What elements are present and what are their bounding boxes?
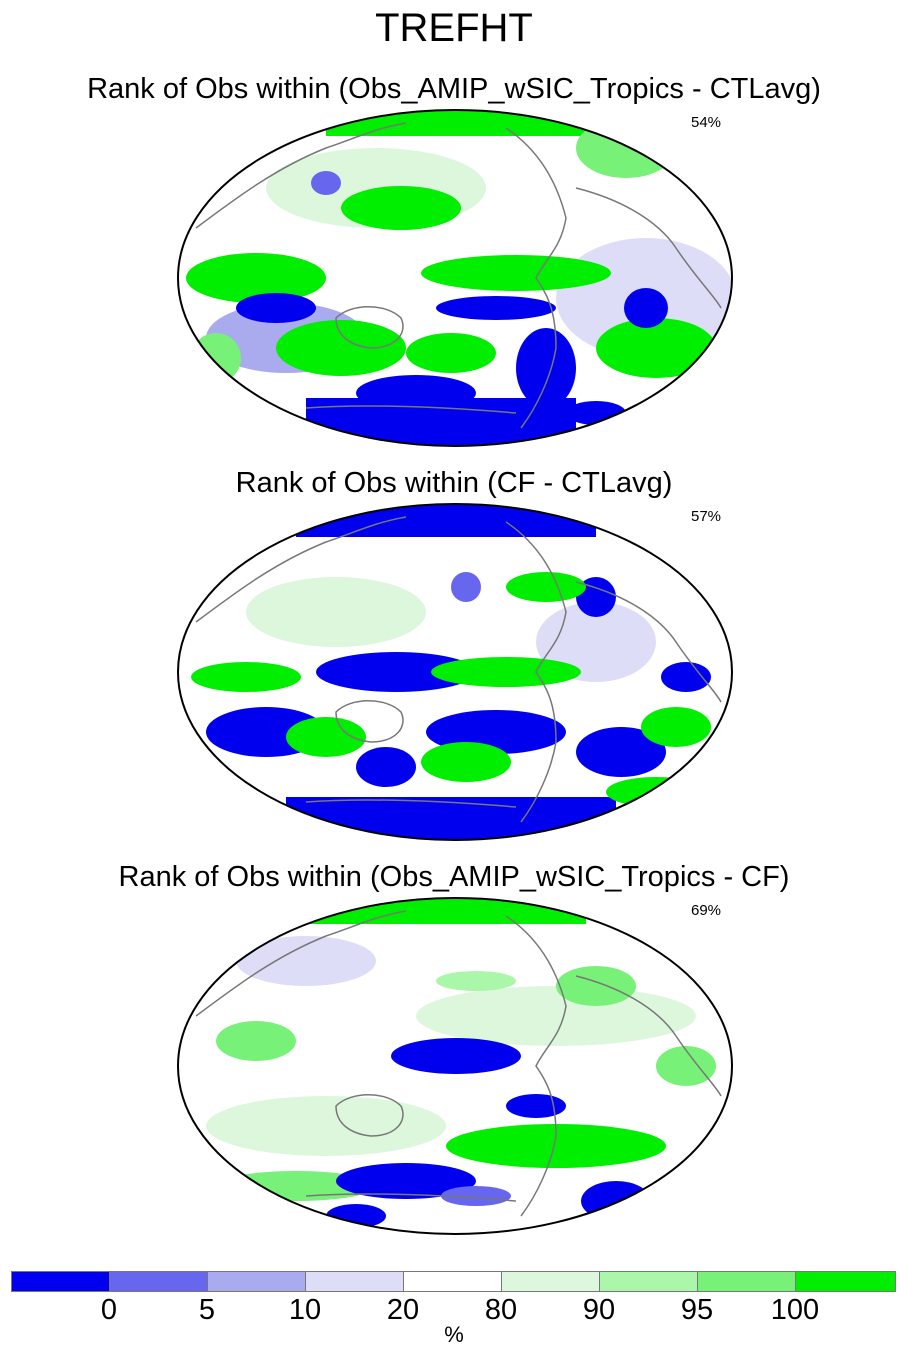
colorbar-box-2: [109, 1271, 208, 1292]
panel-3-percent: 69%: [691, 902, 722, 919]
colorbar-box-1: [11, 1271, 110, 1292]
panel-3-map: [176, 896, 734, 1236]
panel-2-percent: 57%: [691, 508, 722, 525]
colorbar-box-9: [795, 1271, 896, 1292]
panel-2-title: Rank of Obs within (CF - CTLavg): [235, 467, 673, 499]
colorbar-label: 10: [288, 1294, 322, 1326]
colorbar-box-5: [403, 1271, 502, 1292]
colorbar-unit: %: [444, 1322, 464, 1347]
colorbar-box-6: [501, 1271, 600, 1292]
panel-1-percent: 54%: [691, 114, 722, 131]
panel-2-map: [176, 502, 734, 842]
panel-3-title: Rank of Obs within (Obs_AMIP_wSIC_Tropic…: [118, 861, 790, 893]
colorbar-label: 100: [770, 1294, 820, 1326]
panel-1-map: [176, 108, 734, 448]
colorbar-box-8: [697, 1271, 796, 1292]
colorbar-label: 80: [484, 1294, 518, 1326]
colorbar-box-3: [207, 1271, 306, 1292]
colorbar-label: 20: [386, 1294, 420, 1326]
figure-title: TREFHT: [375, 6, 533, 50]
colorbar-box-4: [305, 1271, 404, 1292]
colorbar-label: 90: [582, 1294, 616, 1326]
panel-1-title: Rank of Obs within (Obs_AMIP_wSIC_Tropic…: [87, 73, 821, 105]
colorbar-label: 5: [198, 1294, 216, 1326]
colorbar-label: 95: [680, 1294, 714, 1326]
colorbar-box-7: [599, 1271, 698, 1292]
colorbar-label: 0: [100, 1294, 118, 1326]
